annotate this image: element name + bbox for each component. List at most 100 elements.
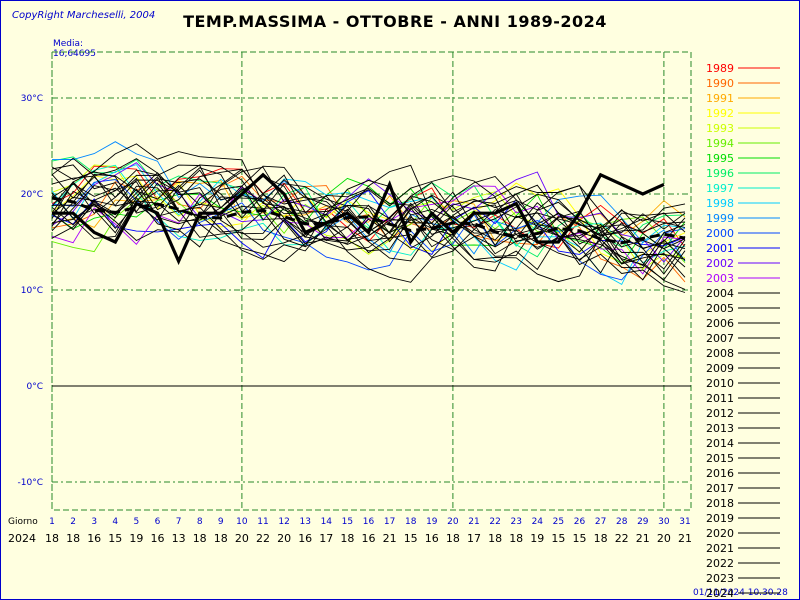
- legend-label-1996: 1996: [706, 167, 734, 180]
- x-tick-label: 29: [637, 517, 649, 527]
- day-value-label: 21: [636, 532, 650, 545]
- series-line-2023: [51, 176, 686, 270]
- day-value-label: 15: [551, 532, 565, 545]
- series-line-2007: [51, 164, 686, 241]
- x-tick-label: 10: [236, 517, 248, 527]
- series-line-2021: [51, 157, 686, 293]
- series-line-2016: [51, 169, 686, 281]
- day-value-label: 18: [446, 532, 460, 545]
- chart-title: TEMP.MASSIMA - OTTOBRE - ANNI 1989-2024: [183, 12, 607, 31]
- legend-label-2012: 2012: [706, 407, 734, 420]
- x-tick-label: 30: [658, 517, 670, 527]
- series-line-1999: [51, 141, 686, 262]
- day-value-label: 20: [277, 532, 291, 545]
- legend-label-1990: 1990: [706, 77, 734, 90]
- x-tick-label: 31: [679, 517, 690, 527]
- legend-label-2003: 2003: [706, 272, 734, 285]
- day-value-label: 16: [298, 532, 312, 545]
- legend-label-1994: 1994: [706, 137, 734, 150]
- legend-label-2002: 2002: [706, 257, 734, 270]
- legend-label-2024: 2024: [706, 587, 734, 600]
- day-value-label: 13: [172, 532, 186, 545]
- x-tick-label: 13: [299, 517, 310, 527]
- legend-label-2014: 2014: [706, 437, 734, 450]
- series-line-2001: [51, 190, 686, 259]
- legend-label-1989: 1989: [706, 62, 734, 75]
- legend-label-2009: 2009: [706, 362, 734, 375]
- day-value-label: 19: [530, 532, 544, 545]
- x-axis-label: Giorno: [8, 517, 38, 527]
- x-tick-label: 15: [342, 517, 353, 527]
- day-value-label: 18: [509, 532, 523, 545]
- legend-label-2013: 2013: [706, 422, 734, 435]
- x-tick-label: 16: [363, 517, 375, 527]
- x-tick-label: 22: [489, 517, 500, 527]
- day-value-label: 22: [615, 532, 629, 545]
- x-tick-label: 12: [278, 517, 289, 527]
- series-line-1993: [51, 164, 686, 270]
- y-tick-label: -10°C: [18, 478, 43, 488]
- legend-label-2018: 2018: [706, 497, 734, 510]
- mean-caption: Media:: [53, 39, 84, 49]
- day-value-label: 20: [657, 532, 671, 545]
- legend-label-2016: 2016: [706, 467, 734, 480]
- day-value-label: 20: [235, 532, 249, 545]
- day-value-label: 15: [108, 532, 122, 545]
- x-tick-label: 4: [112, 517, 118, 527]
- legend-label-2023: 2023: [706, 572, 734, 585]
- day-value-label: 18: [214, 532, 228, 545]
- x-tick-label: 17: [384, 517, 395, 527]
- day-value-label: 18: [45, 532, 59, 545]
- series-line-2020: [51, 185, 686, 275]
- legend-label-2015: 2015: [706, 452, 734, 465]
- x-tick-label: 27: [595, 517, 606, 527]
- day-value-label: 19: [129, 532, 143, 545]
- day-value-label: 16: [87, 532, 101, 545]
- legend-label-2020: 2020: [706, 527, 734, 540]
- y-tick-label: 20°C: [21, 190, 43, 200]
- x-tick-label: 21: [468, 517, 479, 527]
- legend-label-1998: 1998: [706, 197, 734, 210]
- plot-border: [51, 51, 692, 511]
- legend-label-2021: 2021: [706, 542, 734, 555]
- day-value-label: 18: [488, 532, 502, 545]
- legend-label-1991: 1991: [706, 92, 734, 105]
- x-tick-label: 26: [574, 517, 586, 527]
- x-tick-label: 7: [176, 517, 182, 527]
- legend-label-2005: 2005: [706, 302, 734, 315]
- legend-label-2022: 2022: [706, 557, 734, 570]
- x-tick-label: 14: [321, 517, 333, 527]
- x-tick-label: 2: [70, 517, 76, 527]
- day-value-label: 21: [678, 532, 692, 545]
- x-tick-label: 1: [49, 517, 55, 527]
- y-tick-label: 0°C: [26, 382, 43, 392]
- highlight-year-label: 2024: [8, 532, 36, 545]
- x-tick-label: 8: [197, 517, 203, 527]
- legend-label-2004: 2004: [706, 287, 734, 300]
- legend-label-2010: 2010: [706, 377, 734, 390]
- day-value-label: 16: [151, 532, 165, 545]
- series-line-2002: [51, 162, 686, 263]
- x-tick-label: 5: [134, 517, 140, 527]
- mean-line: [51, 196, 686, 245]
- day-value-label: 18: [340, 532, 354, 545]
- legend-label-2007: 2007: [706, 332, 734, 345]
- x-tick-label: 25: [553, 517, 564, 527]
- day-value-label: 18: [594, 532, 608, 545]
- legend-label-2006: 2006: [706, 317, 734, 330]
- copyright-text: CopyRight Marcheselli, 2004: [12, 10, 156, 21]
- day-value-label: 16: [425, 532, 439, 545]
- day-value-label: 17: [467, 532, 481, 545]
- series-line-2018: [51, 167, 686, 272]
- day-value-label: 18: [193, 532, 207, 545]
- legend-label-1992: 1992: [706, 107, 734, 120]
- legend-label-2000: 2000: [706, 227, 734, 240]
- legend-label-2011: 2011: [706, 392, 734, 405]
- x-tick-label: 24: [532, 517, 544, 527]
- legend-label-1995: 1995: [706, 152, 734, 165]
- x-tick-label: 18: [405, 517, 417, 527]
- x-tick-label: 3: [91, 517, 97, 527]
- mean-label: Media: 16,64695: [53, 39, 96, 59]
- legend-label-1993: 1993: [706, 122, 734, 135]
- legend-label-2019: 2019: [706, 512, 734, 525]
